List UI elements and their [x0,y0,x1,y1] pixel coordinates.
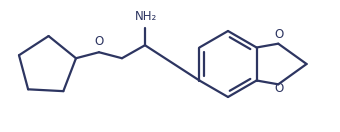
Text: NH₂: NH₂ [135,10,157,23]
Text: O: O [95,35,104,48]
Text: O: O [275,82,284,95]
Text: O: O [275,28,284,41]
